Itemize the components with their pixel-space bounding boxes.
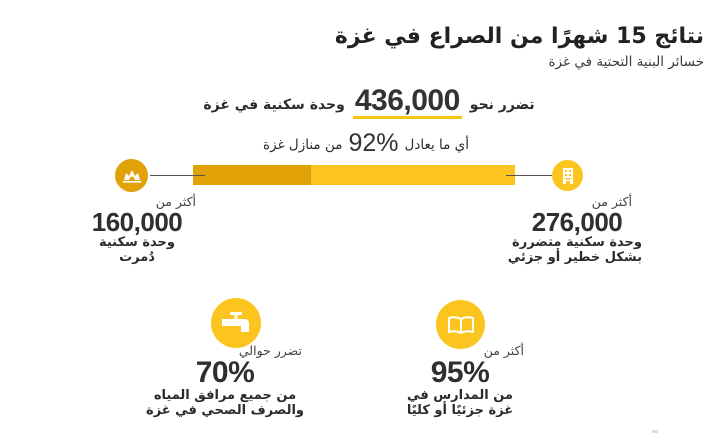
stat-water-pre: تضرر حوالي — [238, 343, 302, 358]
connector-left — [150, 175, 205, 176]
equivalent-line: أي ما يعادل 92% من منازل غزة — [0, 130, 720, 156]
explosion-icon — [122, 169, 141, 183]
stat-schools-desc-1: من المدارس في — [407, 388, 513, 403]
damaged-building-icon — [562, 167, 573, 184]
housing-bar — [193, 165, 515, 185]
stat-schools-number: 95% — [430, 356, 490, 389]
stat-schools: أكثر من 95% من المدارس في غزة جزئيًا أو … — [390, 343, 530, 418]
destroyed-icon-circle — [115, 159, 148, 192]
schools-icon-circle — [436, 300, 485, 349]
stat-damaged-desc-2: بشكل خطير أو جزئي — [507, 250, 642, 265]
connector-right — [506, 175, 552, 176]
equivalent-percent: 92% — [348, 129, 399, 157]
bar-segment-destroyed — [193, 165, 311, 185]
bar-segment-damaged — [311, 165, 515, 185]
water-tap-icon — [222, 312, 249, 332]
headline: تضرر نحو 436,000 وحدة سكنية في غزة — [0, 86, 720, 119]
stat-destroyed-pre: أكثر من — [155, 194, 196, 209]
stat-schools-pre: أكثر من — [483, 343, 524, 358]
headline-prefix: تضرر نحو — [469, 97, 535, 113]
stat-damaged-desc-1: وحدة سكنية متضررة — [512, 235, 642, 250]
headline-suffix: وحدة سكنية في غزة — [203, 97, 345, 113]
stat-destroyed-number: 160,000 — [91, 207, 183, 237]
damaged-icon-circle — [552, 160, 583, 191]
stat-water: تضرر حوالي 70% من جميع مرافق المياه والص… — [140, 343, 310, 418]
water-icon-circle — [211, 298, 261, 348]
equivalent-suffix: من منازل غزة — [263, 137, 343, 153]
stat-schools-desc-2: غزة جزئيًا أو كليًا — [406, 403, 514, 418]
stat-water-desc-2: والصرف الصحي في غزة — [146, 403, 304, 418]
stat-destroyed-desc-1: وحدة سكنية — [98, 235, 175, 250]
footer-mark — [652, 430, 658, 433]
stat-water-number: 70% — [195, 356, 255, 389]
page-title: نتائج 15 شهرًا من الصراع في غزة — [334, 24, 705, 49]
stat-damaged-number: 276,000 — [531, 207, 623, 237]
stat-damaged-pre: أكثر من — [591, 194, 632, 209]
stat-destroyed-desc-2: دُمرت — [119, 250, 155, 265]
book-icon — [447, 315, 474, 334]
page-subtitle: خسائر البنية التحتية في غزة — [548, 54, 704, 70]
stat-damaged: أكثر من 276,000 وحدة سكنية متضررة بشكل خ… — [507, 194, 642, 265]
stat-water-desc-1: من جميع مرافق المياه — [153, 388, 297, 403]
stat-destroyed: أكثر من 160,000 وحدة سكنية دُمرت — [82, 194, 196, 265]
headline-number: 436,000 — [352, 84, 462, 119]
equivalent-prefix: أي ما يعادل — [404, 137, 469, 153]
